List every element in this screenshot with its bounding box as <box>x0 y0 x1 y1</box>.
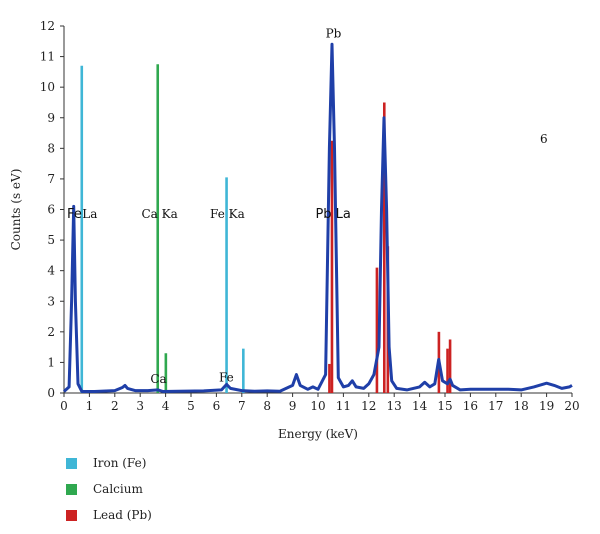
legend-label-calcium: Calcium <box>93 482 143 496</box>
x-tick-label: 0 <box>60 399 68 413</box>
panel-label: 6 <box>540 132 548 146</box>
y-tick-label: 0 <box>47 386 55 400</box>
x-tick-label: 11 <box>336 399 351 413</box>
spectrum-line <box>62 42 573 393</box>
peak-annotation: Fe <box>219 371 234 385</box>
y-tick-label: 3 <box>47 294 55 308</box>
legend-swatch-calcium <box>66 483 77 495</box>
y-tick-label: 4 <box>47 264 55 278</box>
x-tick-label: 15 <box>437 399 452 413</box>
x-tick-label: 18 <box>514 399 529 413</box>
peak-annotation: Ca <box>150 372 166 386</box>
legend-swatch-iron <box>66 457 77 469</box>
y-tick-label: 10 <box>40 80 55 94</box>
x-tick-label: 20 <box>564 399 579 413</box>
peak-annotation: Ca Ka <box>141 207 177 221</box>
y-tick-label: 7 <box>47 172 55 186</box>
x-tick-label: 13 <box>387 399 402 413</box>
x-tick-label: 3 <box>136 399 144 413</box>
y-tick-label: 8 <box>47 141 55 155</box>
peak-annotation: Fe Ka <box>210 207 245 221</box>
peak-annotation: Pb La <box>315 207 350 222</box>
y-tick-label: 11 <box>40 50 55 64</box>
legend-item-lead: Lead (Pb) <box>66 504 152 526</box>
x-tick-label: 5 <box>187 399 195 413</box>
x-tick-label: 19 <box>539 399 554 413</box>
legend-label-lead: Lead (Pb) <box>93 508 152 522</box>
x-tick-label: 10 <box>310 399 325 413</box>
x-tick-label: 8 <box>263 399 271 413</box>
y-tick-label: 12 <box>40 19 55 33</box>
legend-swatch-lead <box>66 509 77 521</box>
x-tick-label: 7 <box>238 399 246 413</box>
y-tick-label: 5 <box>47 233 55 247</box>
peak-annotation: La <box>82 207 97 221</box>
legend-label-iron: Iron (Fe) <box>93 456 147 470</box>
eds-spectrum-chart: 0 1 2 3 4 5 6 7 8 9 10 11 12 13 14 15 16 17 18 19 2001234567… <box>9 19 580 441</box>
x-tick-label: 16 <box>463 399 478 413</box>
x-tick-label: 6 <box>213 399 221 413</box>
x-tick-label: 14 <box>412 399 428 413</box>
y-tick-label: 9 <box>47 111 55 125</box>
x-tick-label: 17 <box>488 399 503 413</box>
x-tick-label: 9 <box>289 399 297 413</box>
x-tick-label: 4 <box>162 399 170 413</box>
x-axis-label: Energy (keV) <box>278 427 358 441</box>
legend-item-iron: Iron (Fe) <box>66 452 152 474</box>
peak-annotation: Fe <box>67 207 82 222</box>
y-axis-label: Counts (s eV) <box>9 169 23 251</box>
y-tick-label: 1 <box>47 355 55 369</box>
x-tick-label: 1 <box>86 399 94 413</box>
y-tick-label: 2 <box>47 325 55 339</box>
y-tick-label: 6 <box>47 203 55 217</box>
x-tick-label: 12 <box>361 399 376 413</box>
legend-item-calcium: Calcium <box>66 478 152 500</box>
legend: Iron (Fe) Calcium Lead (Pb) <box>66 452 152 530</box>
x-tick-label: 2 <box>111 399 119 413</box>
peak-annotation: Pb <box>326 27 342 41</box>
